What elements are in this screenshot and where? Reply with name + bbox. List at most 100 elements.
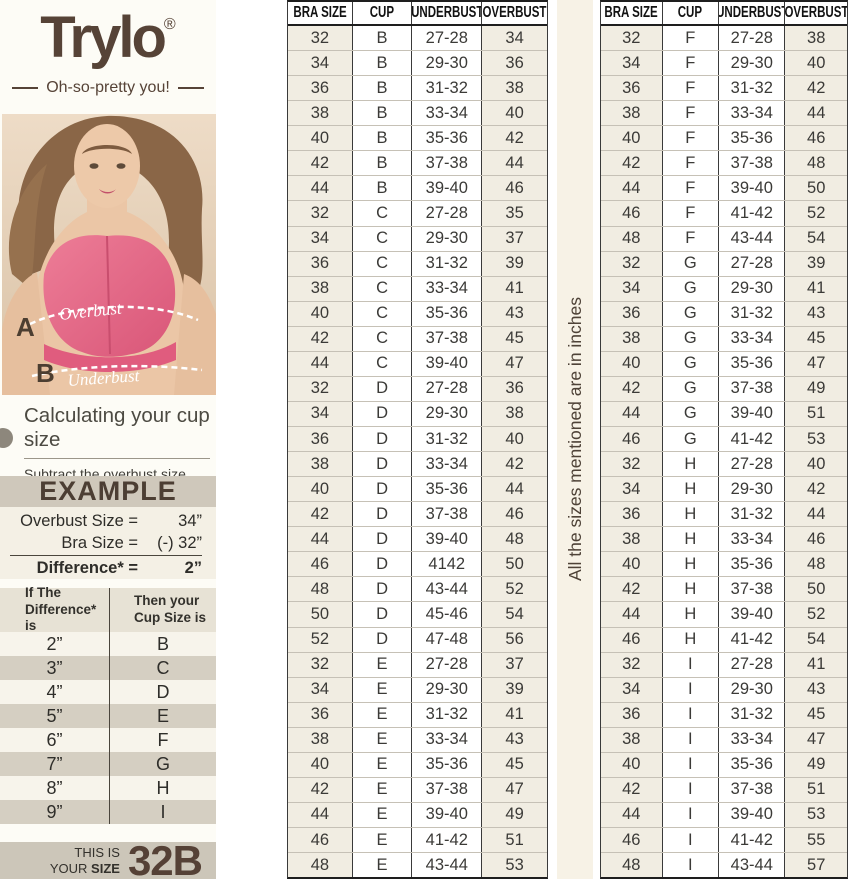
size-row: 38 H 33-34 46 (601, 527, 847, 553)
size-cell: 27-28 (719, 652, 786, 677)
difference-table-rows: 2” B 3” C 4” D 5” E 6” F 7” G 8” H 9” I (0, 632, 216, 824)
size-cell: 51 (482, 828, 547, 853)
size-cell: 42 (482, 452, 547, 477)
size-row: 44 D 39-40 48 (288, 527, 547, 553)
size-cell: 46 (288, 552, 353, 577)
size-cell: 36 (288, 427, 353, 452)
label-a: A (16, 312, 35, 342)
difference-value: 2” (0, 632, 110, 656)
size-cell: 52 (482, 577, 547, 602)
size-row: 38 F 33-34 44 (601, 101, 847, 127)
size-cell: G (662, 276, 720, 301)
size-cell: 55 (785, 828, 847, 853)
size-cell: 35-36 (719, 126, 786, 151)
size-row: 44 E 39-40 49 (288, 802, 547, 828)
size-cell: 35-36 (412, 477, 483, 502)
size-cell: 48 (785, 151, 847, 176)
example-value: (-) 32” (157, 534, 202, 552)
size-cell: D (352, 477, 413, 502)
size-cell: 56 (482, 627, 547, 652)
size-row: 36 I 31-32 45 (601, 702, 847, 728)
size-cell: I (662, 802, 720, 827)
result-banner: THIS IS YOUR SIZE 32B (0, 840, 216, 882)
size-row: 46 F 41-42 52 (601, 201, 847, 227)
size-cell: 53 (785, 802, 847, 827)
size-cell: 47 (785, 351, 847, 376)
size-cell: 44 (601, 602, 663, 627)
bullet-icon (0, 428, 13, 448)
difference-table: If The Difference* is Then your Cup Size… (0, 584, 216, 824)
size-row: 36 F 31-32 42 (601, 76, 847, 102)
size-cell: 42 (288, 777, 353, 802)
size-cell: 33-34 (719, 727, 786, 752)
size-cell: 29-30 (719, 51, 786, 76)
size-cell: D (352, 427, 413, 452)
difference-row: 6” F (0, 728, 216, 752)
size-row: 42 I 37-38 51 (601, 777, 847, 803)
size-row: 32 H 27-28 40 (601, 452, 847, 478)
right-eye (116, 163, 126, 169)
size-row: 40 F 35-36 46 (601, 126, 847, 152)
difference-row: 9” I (0, 800, 216, 824)
size-cell: F (662, 151, 720, 176)
hair-strand (8, 164, 47, 289)
size-cell: 36 (482, 376, 547, 401)
size-cell: 37-38 (412, 502, 483, 527)
size-cell: 48 (601, 226, 663, 251)
header-line: Then your (134, 593, 200, 609)
size-cell: 34 (288, 401, 353, 426)
size-cell: 47 (482, 351, 547, 376)
size-cell: 31-32 (412, 251, 483, 276)
difference-row: 4” D (0, 680, 216, 704)
size-cell: B (352, 51, 413, 76)
size-cell: 39-40 (719, 176, 786, 201)
brand-tagline-row: Oh-so-pretty you! (0, 79, 216, 97)
size-cell: 48 (288, 577, 353, 602)
size-cell: D (352, 376, 413, 401)
size-cell: G (662, 326, 720, 351)
cup-value: F (157, 729, 169, 750)
size-cell: 39-40 (719, 802, 786, 827)
size-row: 36 D 31-32 40 (288, 427, 547, 453)
size-cell: 44 (601, 802, 663, 827)
size-cell: 36 (288, 76, 353, 101)
size-cell: 29-30 (412, 226, 483, 251)
size-row: 48 F 43-44 54 (601, 226, 847, 252)
size-cell: 34 (601, 51, 663, 76)
size-row: 34 E 29-30 39 (288, 677, 547, 703)
model-illustration: A Overbust B Underbust (2, 114, 216, 395)
size-cell: 35-36 (719, 351, 786, 376)
example-box: Overbust Size = 34” Bra Size = (-) 32” D… (0, 507, 216, 579)
size-row: 44 G 39-40 51 (601, 401, 847, 427)
difference-value: 6” (0, 728, 110, 752)
column-header: CUP (353, 2, 413, 24)
size-table-2-header: BRA SIZE CUP UNDERBUST OVERBUST (601, 2, 847, 26)
size-cell: E (352, 652, 413, 677)
example-label: Overbust Size = (20, 512, 138, 530)
calc-heading: Calculating your cup size (24, 404, 210, 459)
size-cell: 43-44 (719, 853, 786, 878)
size-cell: 40 (482, 427, 547, 452)
size-cell: G (662, 251, 720, 276)
size-cell: G (662, 301, 720, 326)
size-row: 44 F 39-40 50 (601, 176, 847, 202)
size-cell: F (662, 51, 720, 76)
size-row: 36 C 31-32 39 (288, 251, 547, 277)
size-cell: H (662, 452, 720, 477)
size-cell: 46 (601, 427, 663, 452)
size-row: 32 F 27-28 38 (601, 26, 847, 52)
size-cell: 43 (482, 301, 547, 326)
header-line: If The (25, 584, 61, 600)
size-cell: H (662, 502, 720, 527)
size-cell: 48 (785, 552, 847, 577)
size-cell: 35-36 (412, 126, 483, 151)
size-cell: E (352, 828, 413, 853)
size-row: 42 H 37-38 50 (601, 577, 847, 603)
size-cell: 53 (482, 853, 547, 878)
size-cell: 36 (601, 502, 663, 527)
size-table-2: BRA SIZE CUP UNDERBUST OVERBUST 32 F 27-28 38 3… (600, 0, 848, 879)
size-cell: 45 (482, 752, 547, 777)
size-cell: 27-28 (412, 201, 483, 226)
size-cell: C (352, 301, 413, 326)
tagline-right-dash (177, 86, 204, 89)
